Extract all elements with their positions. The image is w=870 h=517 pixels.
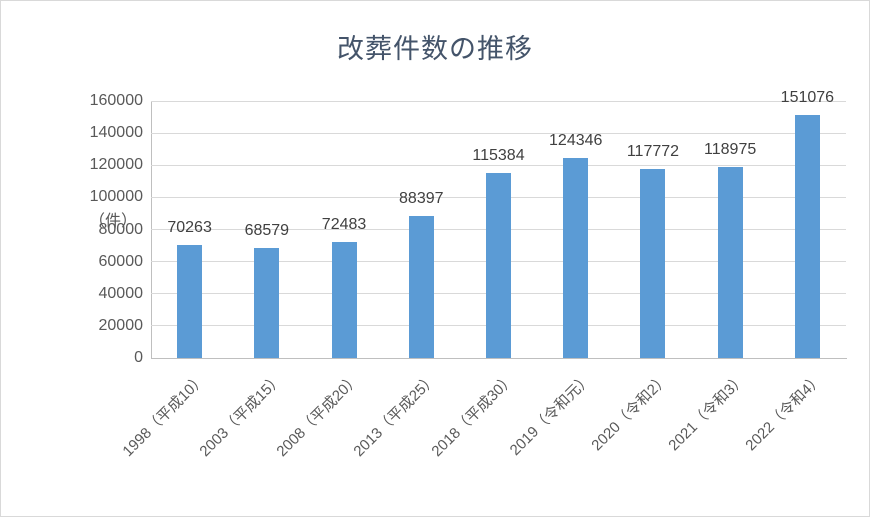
x-axis-category-label: 2021（令和3） <box>665 370 750 455</box>
y-gridline <box>151 100 846 102</box>
y-axis-tick-label: 40000 <box>98 284 144 302</box>
bar-2003（平成15） <box>254 247 280 358</box>
y-gridline <box>151 164 846 166</box>
plot-area <box>151 101 847 359</box>
bar-value-label: 88397 <box>399 190 444 207</box>
y-axis-tick-label: 160000 <box>89 92 143 109</box>
x-axis-category-label: 2003（平成15） <box>196 370 287 461</box>
y-axis-tick-label: 0 <box>134 349 143 366</box>
y-gridline <box>151 132 846 134</box>
y-axis-tick-label: 120000 <box>89 156 143 174</box>
bar-2008（平成20） <box>331 241 357 358</box>
y-axis-tick-label: 80000 <box>98 220 144 238</box>
x-axis-category-label: 2019（令和元） <box>506 370 596 459</box>
bar-value-label: 118975 <box>704 140 757 158</box>
bar-value-label: 68579 <box>244 221 290 239</box>
bar-value-label: 117772 <box>626 142 680 160</box>
chart-title: 改葬件数の推移 <box>337 34 533 64</box>
bar-value-label: 124346 <box>549 132 603 150</box>
y-axis-tick-label: 20000 <box>98 316 144 334</box>
bar-value-label: 115384 <box>472 146 525 164</box>
x-axis-category-label: 1998（平成10） <box>119 370 209 461</box>
bar-2021（令和3） <box>717 166 743 358</box>
x-axis-category-label: 2013（平成25） <box>350 370 441 461</box>
bar-1998（平成10） <box>177 245 203 358</box>
x-axis-category-label: 2008（平成20） <box>273 370 364 461</box>
bar-value-label: 151076 <box>780 89 835 107</box>
bar-2018（平成30） <box>486 172 511 358</box>
bar-2013（平成25） <box>408 216 434 358</box>
bar-2020（令和2） <box>640 168 666 358</box>
y-axis-tick-label: 60000 <box>98 252 144 270</box>
x-axis-category-label: 2020（令和2） <box>588 370 673 455</box>
bar-value-label: 70263 <box>167 219 212 237</box>
y-axis-tick-label: 100000 <box>89 188 143 206</box>
bar-2019（令和元） <box>563 158 589 358</box>
y-axis-tick-label: 140000 <box>89 124 143 142</box>
y-axis-unit-label: （件） <box>89 213 138 230</box>
bar-2022（令和4） <box>794 115 820 358</box>
bar-value-label: 72483 <box>321 215 367 233</box>
